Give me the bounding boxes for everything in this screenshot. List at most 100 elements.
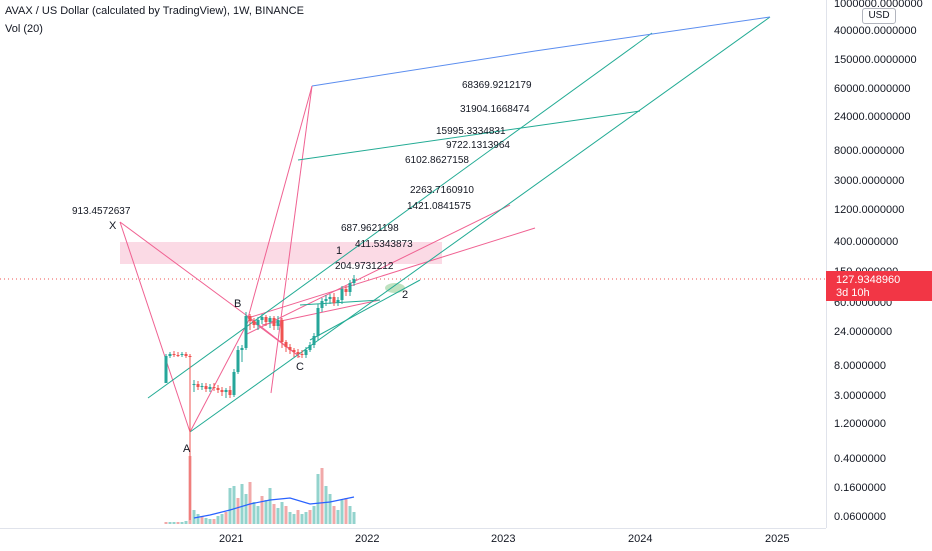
candle-body xyxy=(300,354,304,355)
volume-bar xyxy=(236,498,240,524)
volume-bar xyxy=(204,518,208,524)
candle-body xyxy=(240,348,244,350)
fib-level-label: 687.9621198 xyxy=(341,223,399,234)
candle-body xyxy=(176,355,180,356)
volume-bar xyxy=(248,482,252,524)
volume-bar xyxy=(268,488,272,524)
current-price-tag: 127.9348960 3d 10h xyxy=(826,271,932,301)
volume-bar xyxy=(328,494,332,524)
fib-level-label: 68369.9212179 xyxy=(462,80,532,91)
price-axis[interactable]: 1000000.0000000 400000.0000000 150000.0000… xyxy=(826,0,932,528)
volume-bar xyxy=(232,486,236,524)
volume-bar xyxy=(176,522,180,524)
pattern-line xyxy=(189,317,251,433)
candle-body xyxy=(180,354,184,355)
fib-level-label: 31904.1668474 xyxy=(460,104,530,115)
candle-body xyxy=(292,350,296,352)
fib-level-label: 1421.0841575 xyxy=(407,201,471,212)
candle-body xyxy=(264,317,268,322)
channel-line xyxy=(299,299,381,306)
volume-bar xyxy=(256,506,260,524)
candle-body xyxy=(308,345,312,350)
price-axis-label: 0.1600000 xyxy=(834,482,886,494)
bar-countdown: 3d 10h xyxy=(836,287,870,299)
pattern-point-label: 1 xyxy=(336,245,342,257)
volume-bar xyxy=(340,500,344,524)
candle-body xyxy=(268,318,272,322)
volume-bar xyxy=(220,514,224,524)
candle-body xyxy=(276,320,280,326)
candle-body xyxy=(184,354,188,356)
price-axis-label: 8000.0000000 xyxy=(834,145,905,157)
price-axis-label: 1000000.0000000 xyxy=(834,0,923,10)
pattern-line xyxy=(119,221,191,433)
price-axis-label: 60000.0000000 xyxy=(834,83,911,95)
pattern-point-label: A xyxy=(183,443,191,455)
time-axis-label: 2025 xyxy=(765,533,790,545)
pattern-line xyxy=(270,85,313,394)
candle-body xyxy=(212,387,216,388)
volume-bar xyxy=(216,516,220,524)
candle-body xyxy=(304,350,308,355)
price-axis-label: 24.0000000 xyxy=(834,326,893,338)
candle-body xyxy=(192,384,196,385)
time-axis-label: 2023 xyxy=(491,533,516,545)
fib-level-label: 9722.1313964 xyxy=(446,140,510,151)
currency-badge[interactable]: USD xyxy=(862,8,896,24)
candle-body xyxy=(352,279,356,283)
price-axis-label: 3000.0000000 xyxy=(834,175,905,187)
volume-bar xyxy=(276,508,280,524)
volume-bar xyxy=(312,506,316,524)
candle-body xyxy=(248,316,252,321)
time-axis-label: 2021 xyxy=(219,533,244,545)
pattern-point-label: C xyxy=(296,361,304,373)
volume-bar xyxy=(284,506,288,524)
volume-bar xyxy=(352,512,356,524)
pattern-point-label: 2 xyxy=(402,289,408,301)
volume-bar xyxy=(320,468,324,524)
candle-body xyxy=(316,308,320,336)
volume-bar xyxy=(192,510,196,524)
candle-body xyxy=(168,354,172,356)
fib-level-label: 6102.8627158 xyxy=(405,155,469,166)
volume-bar xyxy=(240,484,244,524)
candle-body xyxy=(208,387,212,389)
volume-bar xyxy=(180,522,184,524)
candle-body xyxy=(336,300,340,303)
volume-indicator-label[interactable]: Vol (20) xyxy=(5,23,43,35)
pattern-point-label: X xyxy=(109,220,117,232)
channel-line xyxy=(147,32,653,399)
volume-bar xyxy=(224,512,228,524)
pattern-point-label: B xyxy=(234,298,241,310)
price-axis-label: 3.0000000 xyxy=(834,390,886,402)
price-axis-label: 0.4000000 xyxy=(834,453,886,465)
volume-bar xyxy=(212,519,216,524)
candle-body xyxy=(220,390,224,392)
price-axis-label: 24000.0000000 xyxy=(834,111,911,123)
price-axis-label: 150000.0000000 xyxy=(834,54,917,66)
channel-line xyxy=(189,16,771,433)
candle-body xyxy=(340,289,344,300)
volume-bar xyxy=(280,502,284,524)
price-axis-label: 1200.0000000 xyxy=(834,204,905,216)
candle-body xyxy=(284,342,288,347)
candle-body xyxy=(312,336,316,345)
volume-bar xyxy=(208,519,212,524)
candle-body xyxy=(320,301,324,308)
fib-level-label: 15995.3334831 xyxy=(436,126,506,137)
fib-level-label: 204.9731212 xyxy=(335,261,394,272)
time-axis[interactable]: 2021 2022 2023 2024 2025 xyxy=(0,528,826,551)
candle-body xyxy=(224,390,228,392)
pattern-line xyxy=(119,221,251,319)
candle-body xyxy=(252,321,256,325)
target-zone xyxy=(120,242,442,264)
volume-bar xyxy=(324,486,328,524)
candle-body xyxy=(280,320,284,342)
chart-pane[interactable]: 68369.9212179 31904.1668474 15995.3334831 9… xyxy=(0,0,826,528)
candle-body xyxy=(200,386,204,387)
volume-bar xyxy=(244,494,248,524)
volume-bar xyxy=(292,514,296,524)
volume-bar xyxy=(164,522,168,524)
candle-body xyxy=(344,289,348,292)
